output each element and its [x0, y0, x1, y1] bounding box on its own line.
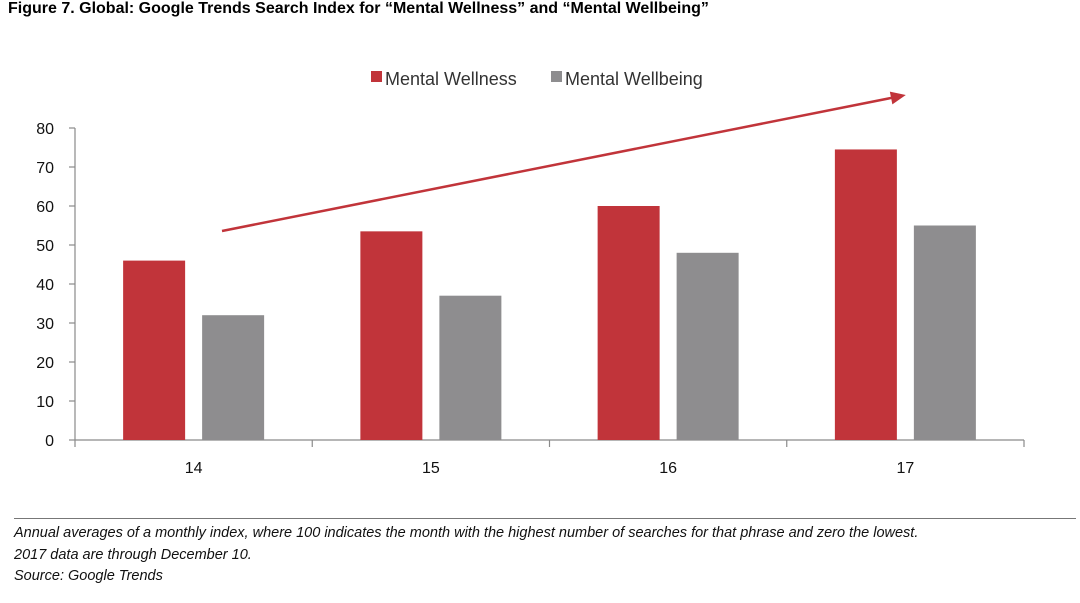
y-tick-label: 10 — [36, 394, 54, 411]
trend-arrow — [221, 91, 906, 233]
y-tick-label: 50 — [36, 238, 54, 255]
trend-arrow-head — [889, 91, 906, 105]
note-source: Source: Google Trends — [14, 568, 163, 584]
x-tick-label: 15 — [422, 460, 440, 477]
note-data-cutoff: 2017 data are through December 10. — [14, 546, 252, 563]
y-tick-label: 80 — [36, 121, 54, 138]
x-tick-label: 16 — [659, 460, 677, 477]
legend-swatch-mental-wellbeing — [551, 71, 562, 82]
legend-swatch-mental-wellness — [371, 71, 382, 82]
bars-group — [123, 149, 976, 440]
bar-mental-wellness-16 — [597, 206, 660, 440]
legend-item-mental-wellness: Mental Wellness — [371, 69, 517, 89]
bar-mental-wellness-17 — [834, 149, 897, 440]
x-tick-label: 14 — [185, 460, 203, 477]
bar-mental-wellbeing-14 — [202, 315, 265, 440]
bar-mental-wellbeing-16 — [676, 252, 739, 440]
legend-item-mental-wellbeing: Mental Wellbeing — [551, 69, 703, 89]
figure-notes: Annual averages of a monthly index, wher… — [14, 518, 1076, 588]
x-axis-ticks: 14 15 16 17 — [74, 440, 1025, 477]
bar-mental-wellbeing-17 — [913, 225, 976, 440]
legend-label-mental-wellness: Mental Wellness — [385, 69, 517, 89]
legend-label-mental-wellbeing: Mental Wellbeing — [565, 69, 703, 89]
bar-chart: Mental Wellness Mental Wellbeing 0 10 20 30… — [36, 69, 1025, 477]
figure-title: Figure 7. Global: Google Trends Search I… — [8, 0, 709, 17]
chart-legend: Mental Wellness Mental Wellbeing — [371, 69, 703, 89]
x-tick-label: 17 — [896, 460, 914, 477]
y-tick-label: 20 — [36, 355, 54, 372]
y-tick-label: 60 — [36, 199, 54, 216]
y-tick-label: 30 — [36, 316, 54, 333]
bar-mental-wellness-15 — [360, 231, 423, 440]
y-tick-label: 70 — [36, 160, 54, 177]
bar-mental-wellbeing-15 — [439, 295, 502, 440]
bar-mental-wellness-14 — [123, 260, 186, 440]
note-methodology: Annual averages of a monthly index, wher… — [14, 525, 919, 541]
y-tick-label: 40 — [36, 277, 54, 294]
y-tick-label: 0 — [45, 433, 54, 450]
trend-arrow-shaft — [221, 95, 897, 233]
y-axis-ticks: 0 10 20 30 40 50 60 70 80 — [36, 121, 75, 450]
